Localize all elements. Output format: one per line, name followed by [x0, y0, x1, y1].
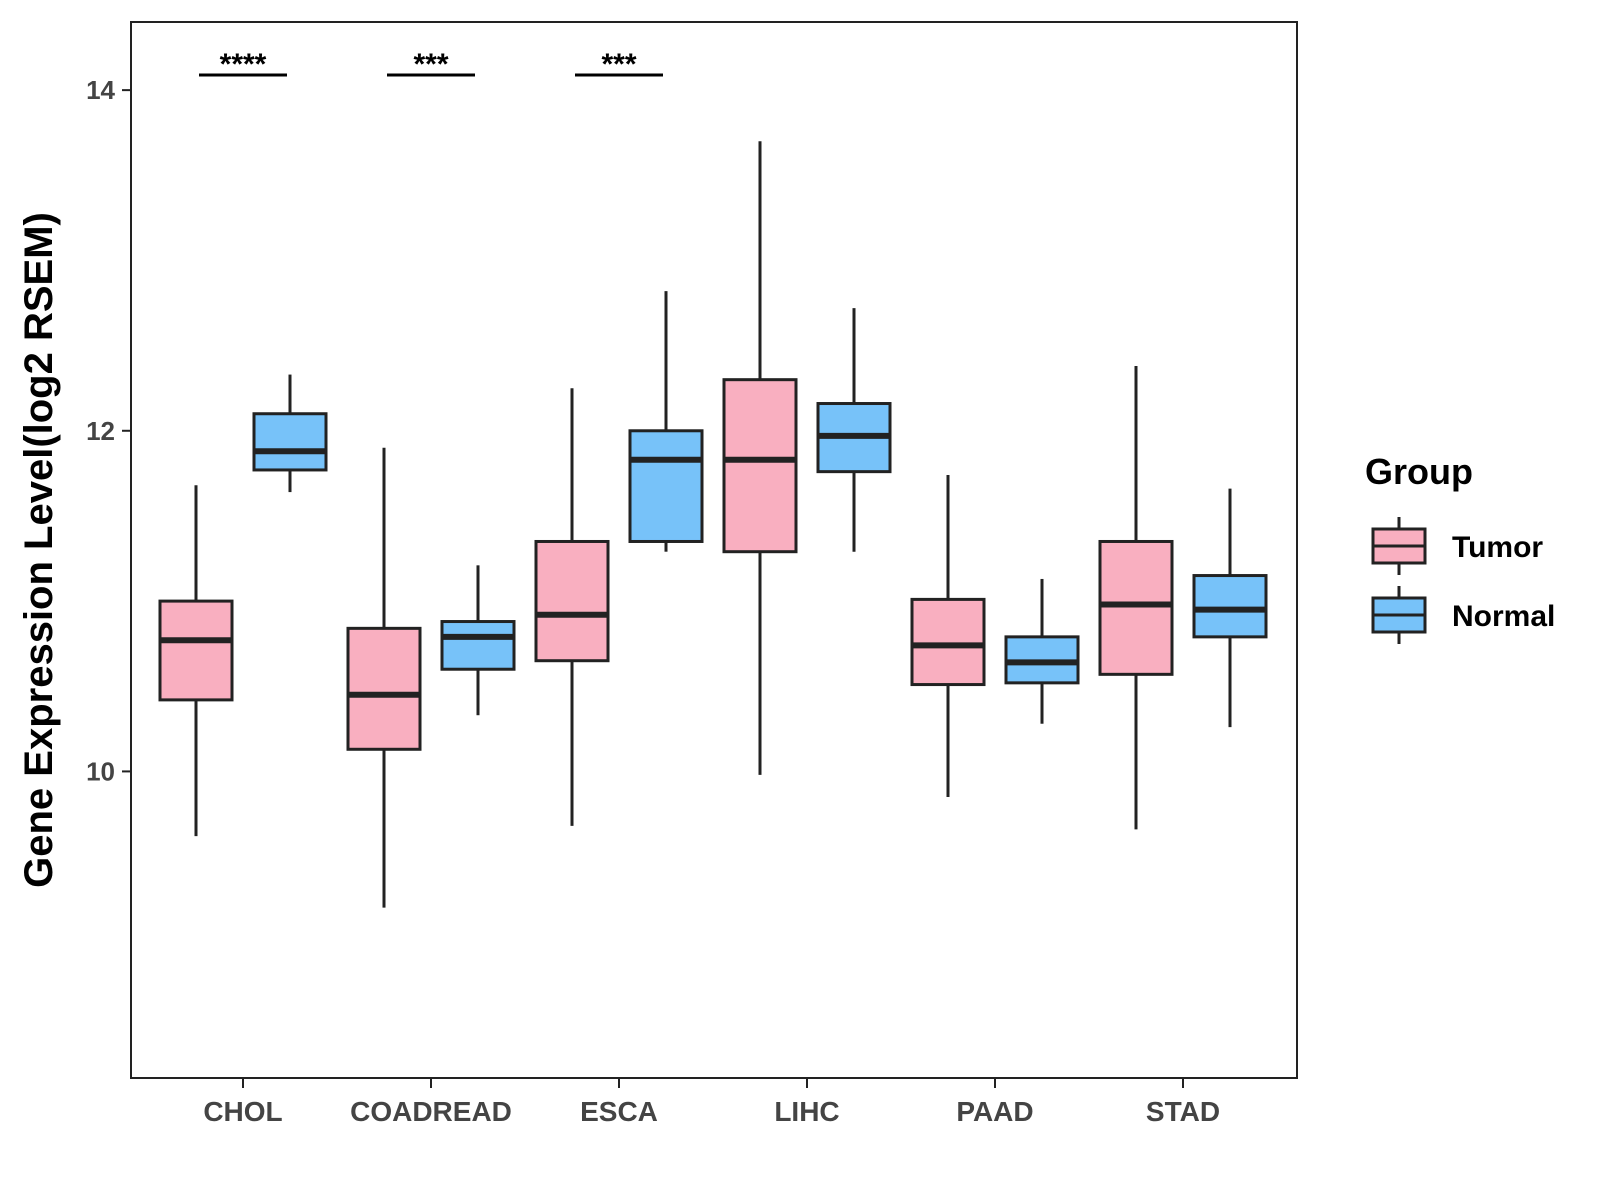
- normal-box-chol: [252, 374, 328, 493]
- y-tick-label: 14: [86, 75, 115, 105]
- box-iqr: [722, 378, 798, 554]
- tumor-box-chol: [158, 485, 234, 837]
- normal-box-lihc: [816, 308, 892, 552]
- box-iqr: [1098, 539, 1174, 676]
- x-tick-label: CHOL: [203, 1096, 282, 1127]
- normal-box-esca: [628, 291, 704, 552]
- tumor-box-paad: [910, 475, 986, 797]
- significance-label: ***: [413, 48, 448, 81]
- normal-box-stad: [1192, 488, 1268, 728]
- tumor-box-stad: [1098, 366, 1174, 830]
- box-iqr: [346, 626, 422, 751]
- legend-label-tumor: Tumor: [1452, 531, 1543, 564]
- box-iqr: [158, 599, 234, 702]
- x-tick-label: LIHC: [774, 1096, 839, 1127]
- y-axis-title: Gene Expression Level(log2 RSEM): [17, 212, 61, 888]
- y-tick-label: 10: [86, 756, 115, 786]
- legend-title: Group: [1365, 451, 1473, 492]
- significance-label: ***: [601, 48, 636, 81]
- box-iqr: [534, 539, 610, 663]
- x-tick-label: STAD: [1146, 1096, 1220, 1127]
- box-iqr: [1192, 574, 1268, 639]
- box-iqr: [440, 620, 516, 671]
- box-iqr: [628, 429, 704, 543]
- tumor-box-coadread: [346, 447, 422, 908]
- normal-box-paad: [1004, 578, 1080, 724]
- tumor-box-esca: [534, 388, 610, 826]
- x-tick-label: COADREAD: [350, 1096, 512, 1127]
- box-iqr: [910, 597, 986, 687]
- x-tick-label: PAAD: [956, 1096, 1033, 1127]
- y-tick-label: 12: [86, 416, 115, 446]
- normal-box-coadread: [440, 565, 516, 716]
- x-tick-label: ESCA: [580, 1096, 658, 1127]
- legend: Tumor Normal: [1371, 517, 1555, 644]
- box-iqr: [252, 412, 328, 472]
- tumor-box-lihc: [722, 141, 798, 775]
- legend-label-normal: Normal: [1452, 600, 1555, 633]
- significance-label: ****: [220, 48, 267, 81]
